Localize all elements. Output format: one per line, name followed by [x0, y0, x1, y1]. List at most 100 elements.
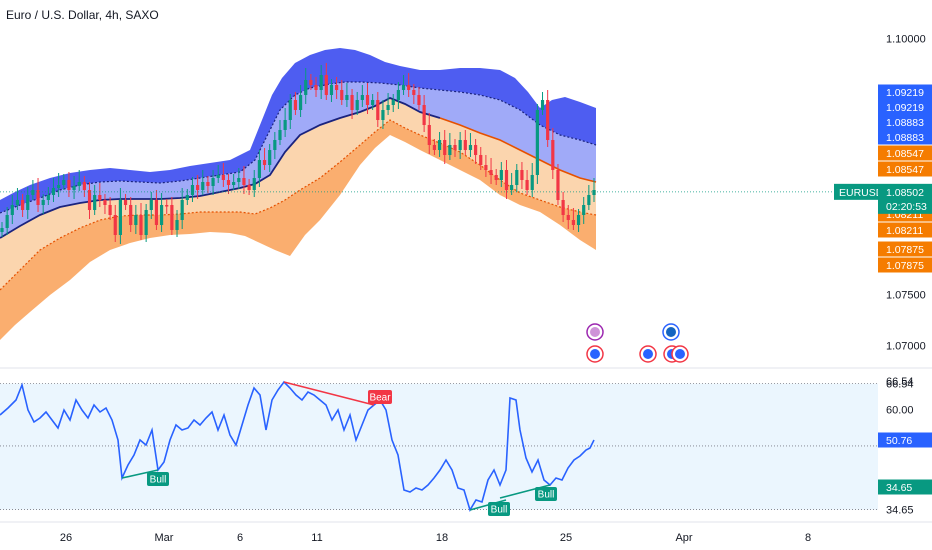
candle-body [381, 110, 385, 120]
candle-body [113, 215, 117, 235]
candle-body [252, 178, 256, 190]
candle-body [108, 205, 112, 215]
candle-body [576, 215, 581, 225]
time-axis-tick-label: 11 [311, 532, 322, 544]
candle-body [98, 195, 102, 200]
globe-event-icon-dot [666, 327, 676, 337]
time-axis-tick-label: Apr [675, 532, 692, 544]
candle-body [510, 185, 514, 190]
price-tag: 1.08211 [878, 222, 932, 238]
price-pane [0, 48, 878, 363]
price-tag: 1.09219 [878, 99, 932, 115]
price-tag-box [878, 222, 932, 238]
candle-body [293, 100, 298, 110]
candle-body [515, 170, 519, 185]
candle-body [386, 105, 390, 110]
candle-body [278, 130, 282, 140]
candle-body [298, 95, 303, 110]
candle-body [468, 145, 473, 150]
candle-body [535, 110, 539, 175]
candle-body [304, 80, 308, 95]
candle-body [247, 185, 251, 190]
chart-title: Euro / U.S. Dollar, 4h, SAXO [6, 8, 159, 22]
price-tag-text: 1.08883 [886, 117, 924, 129]
candle-body [51, 188, 56, 195]
oscillator-pane: Bull Bear Bull Bull [0, 380, 878, 516]
bull-signal-text: Bull [491, 505, 508, 516]
price-tag-box [878, 257, 932, 273]
candle-body [335, 85, 339, 90]
candle-body [242, 178, 246, 185]
candle-body [144, 210, 148, 235]
price-tag-text: 1.07875 [886, 260, 924, 272]
candle-body [82, 182, 86, 190]
us-flag-event-icon-dot [643, 349, 653, 359]
bull-divergence-line [121, 469, 159, 479]
oscillator-value-tag: 50.76 [878, 432, 932, 448]
candle-body [479, 155, 483, 165]
candle-body [31, 190, 35, 195]
candle-body [232, 182, 236, 185]
symbol-tag-text: EURUSD [839, 187, 884, 199]
candle-body [87, 190, 92, 210]
candle-body [206, 182, 210, 186]
oscillator-axis-tick-label: 60.00 [886, 404, 914, 416]
center-line-blue [0, 97, 441, 239]
calendar-event-icon [586, 345, 604, 363]
price-tag: 1.07875 [878, 241, 932, 257]
oscillator-axis-tick-label: 34.65 [886, 505, 914, 517]
price-axis-tick-label: 1.07500 [886, 289, 926, 301]
candle-body [149, 200, 153, 210]
candle-body [437, 140, 442, 150]
price-tag-text: 1.08211 [886, 225, 923, 237]
candle-body [582, 205, 586, 215]
candle-body [530, 175, 534, 190]
candle-body [571, 220, 576, 225]
price-tag: 1.08883 [878, 129, 932, 145]
candle-body [67, 180, 71, 190]
candle-body [77, 182, 81, 186]
candle-body [180, 200, 184, 220]
price-tags: 1.09219 1.09219 1.08883 1.08883 1.08547 1.085… [834, 84, 932, 495]
candle-body [46, 195, 50, 200]
candle-body [262, 160, 267, 165]
oscillator-axis-tick-label: 66.54 [886, 379, 914, 391]
candle-body [15, 200, 20, 205]
price-tag-box [878, 129, 932, 145]
candle-body [463, 140, 467, 150]
candle-body [309, 80, 313, 85]
candle-body [566, 215, 570, 220]
bear-signal-label: Bear [368, 390, 392, 404]
bull-signal-label: Bull [535, 487, 557, 501]
price-tag: 1.08883 [878, 114, 932, 130]
price-tag-text: 1.09219 [886, 87, 924, 99]
candle-body [504, 170, 509, 190]
bull-signal-box [535, 487, 557, 501]
bear-divergence-line [283, 381, 375, 406]
oscillator-value-tag-text: 66.54 [886, 376, 914, 388]
candle-body [10, 205, 14, 215]
candle-body [170, 205, 174, 230]
candle-body [62, 180, 66, 185]
oscillator-value-tag-text: 34.65 [886, 482, 912, 494]
candle-body [196, 185, 200, 190]
candle-body [268, 150, 272, 165]
price-tag-box [878, 84, 932, 100]
oscillator-line [0, 380, 595, 512]
candle-body [391, 100, 395, 105]
candle-body [41, 200, 45, 205]
globe-event-icon [662, 323, 680, 341]
candle-body [556, 170, 560, 200]
time-axis-tick-label: 8 [805, 532, 811, 544]
price-tag-text: 1.09219 [886, 102, 924, 114]
candle-body [371, 100, 375, 105]
candle-body [283, 120, 287, 130]
candle-body [412, 90, 416, 95]
price-tag-box [878, 114, 932, 130]
candle-body [345, 95, 349, 100]
candle-body [226, 180, 231, 185]
candle-body [340, 90, 344, 100]
candle-body [484, 165, 488, 170]
candle-body [123, 200, 128, 205]
